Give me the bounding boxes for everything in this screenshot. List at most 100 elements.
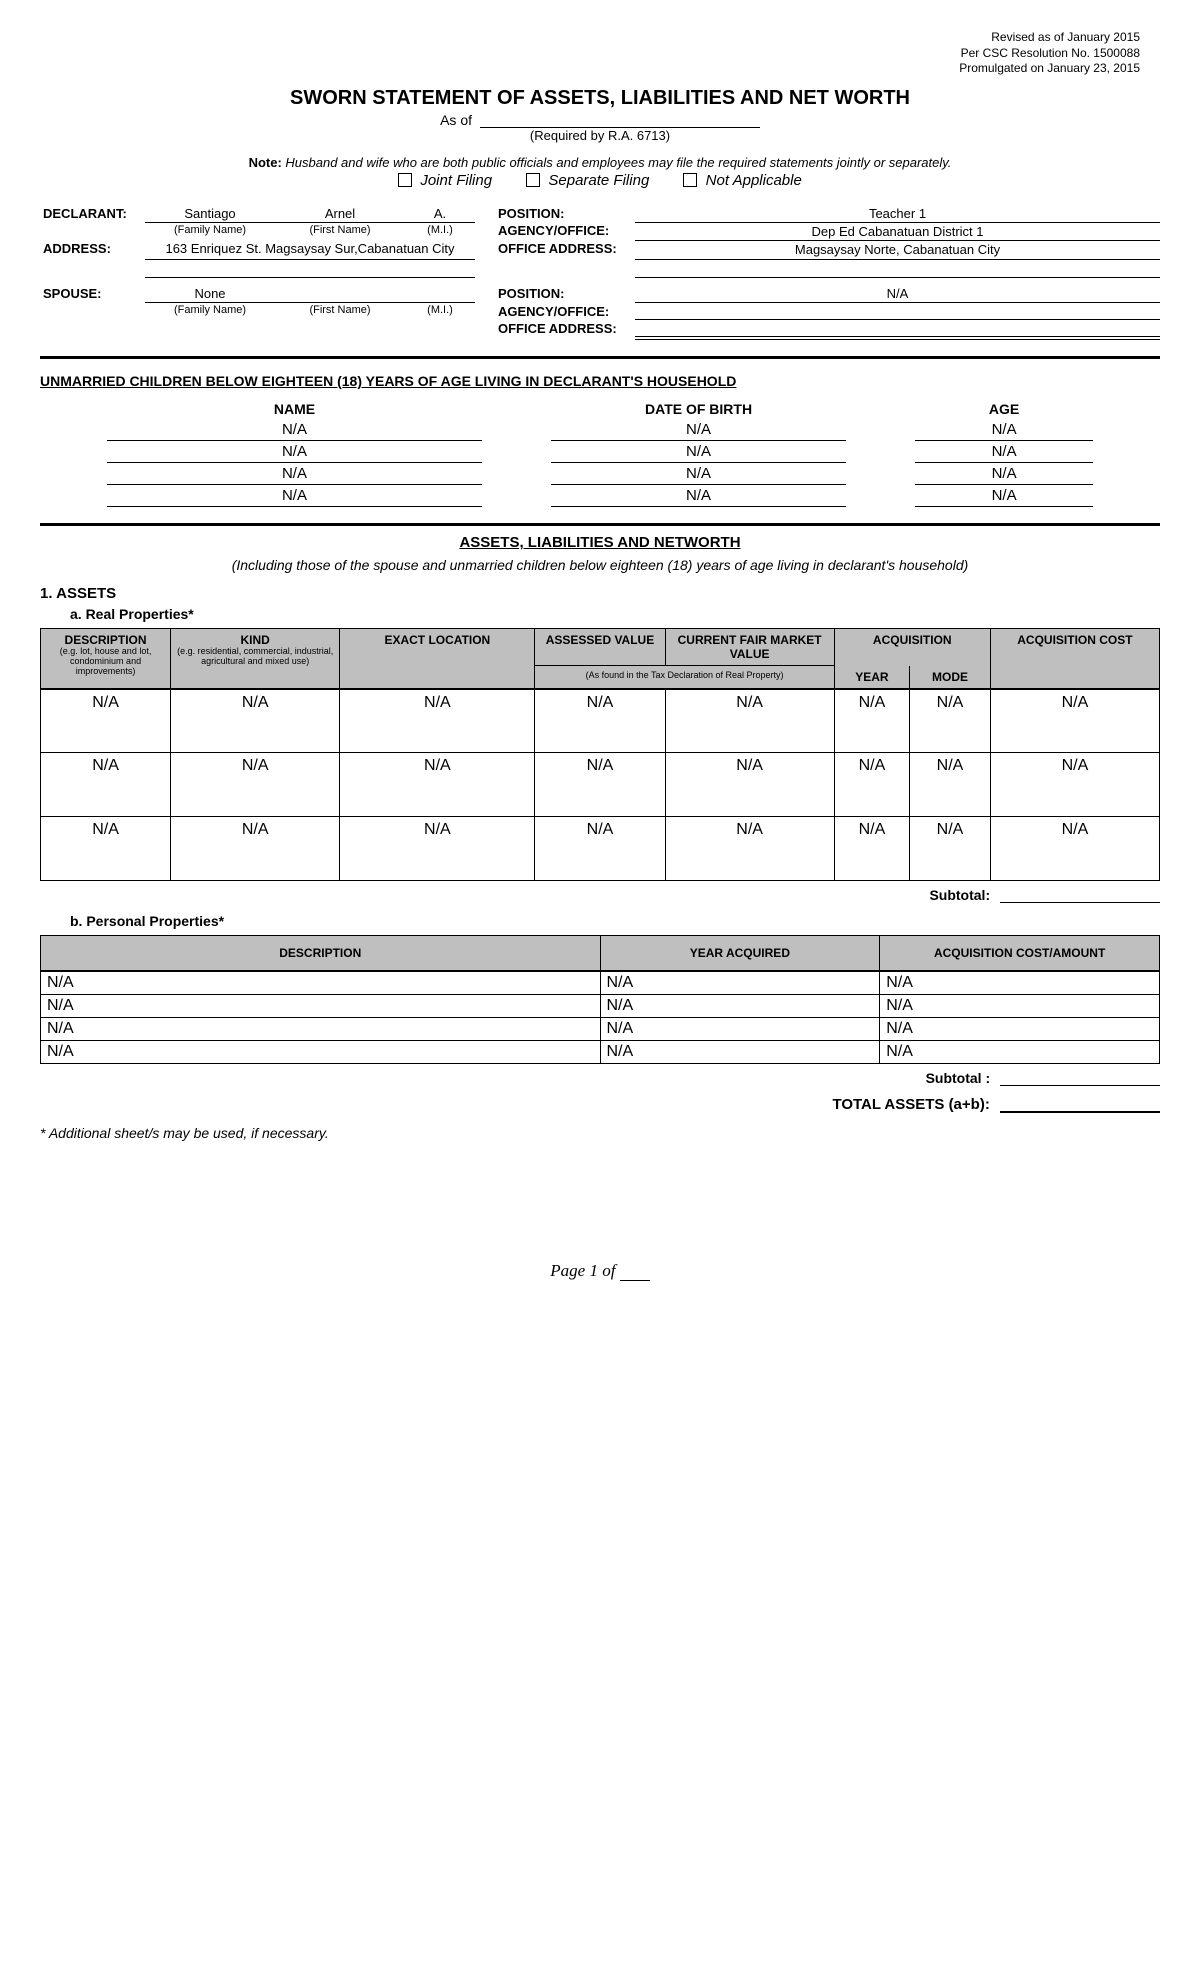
p-desc-header: DESCRIPTION	[41, 936, 601, 972]
child-name: N/A	[107, 441, 482, 463]
first-sublabel2: (First Name)	[275, 303, 405, 320]
office-blank[interactable]	[635, 259, 1160, 277]
child-age: N/A	[915, 463, 1092, 485]
spouse-office-blank[interactable]	[635, 337, 1160, 340]
page-blank[interactable]	[620, 1267, 650, 1281]
tax-note: (As found in the Tax Declaration of Real…	[535, 666, 834, 689]
assessed-header: ASSESSED VALUE	[535, 629, 665, 666]
children-table: NAME DATE OF BIRTH AGE N/AN/AN/A N/AN/AN…	[107, 399, 1093, 507]
mi-sublabel2: (M.I.)	[405, 303, 475, 320]
table-cell: N/A	[665, 753, 834, 817]
table-cell: N/A	[340, 689, 535, 753]
required-text: (Required by R.A. 6713)	[40, 128, 1160, 143]
table-cell: N/A	[535, 753, 665, 817]
spouse-office-label: OFFICE ADDRESS:	[495, 320, 635, 337]
na-checkbox[interactable]	[683, 173, 697, 187]
child-name: N/A	[107, 463, 482, 485]
spouse-first	[275, 285, 405, 303]
aln-heading: ASSETS, LIABILITIES AND NETWORTH	[40, 534, 1160, 551]
table-cell: N/A	[41, 995, 601, 1018]
real-heading: a. Real Properties*	[70, 606, 1160, 622]
table-cell: N/A	[834, 689, 909, 753]
spouse-agency	[635, 303, 1160, 320]
p-cost-header: ACQUISITION COST/AMOUNT	[880, 936, 1160, 972]
header-block: Revised as of January 2015 Per CSC Resol…	[40, 30, 1140, 77]
asof-label: As of	[440, 112, 472, 128]
declarant-mi: A.	[405, 205, 475, 223]
table-cell: N/A	[171, 753, 340, 817]
table-cell: N/A	[880, 1041, 1160, 1064]
total-label: TOTAL ASSETS (a+b):	[832, 1096, 989, 1113]
loc-header: EXACT LOCATION	[340, 629, 535, 689]
table-cell: N/A	[600, 995, 880, 1018]
table-cell: N/A	[535, 689, 665, 753]
table-cell: N/A	[600, 1041, 880, 1064]
table-cell: N/A	[600, 971, 880, 995]
declarant-first: Arnel	[275, 205, 405, 223]
age-header: AGE	[915, 399, 1092, 419]
page-title: SWORN STATEMENT OF ASSETS, LIABILITIES A…	[40, 87, 1160, 110]
revised-text: Revised as of January 2015	[40, 30, 1140, 46]
table-cell: N/A	[600, 1018, 880, 1041]
note-text: Husband and wife who are both public off…	[285, 155, 951, 170]
table-cell: N/A	[171, 689, 340, 753]
divider	[40, 356, 1160, 359]
filing-row: Joint Filing Separate Filing Not Applica…	[40, 172, 1160, 189]
info-table: DECLARANT: Santiago Arnel A. POSITION: T…	[40, 205, 1160, 341]
child-dob: N/A	[551, 441, 847, 463]
child-dob: N/A	[551, 419, 847, 441]
subtotal-row: Subtotal:	[40, 887, 1160, 903]
table-cell: N/A	[41, 753, 171, 817]
resolution-text: Per CSC Resolution No. 1500088	[40, 46, 1140, 62]
total-blank[interactable]	[1000, 1097, 1160, 1113]
divider	[40, 523, 1160, 526]
dob-header: DATE OF BIRTH	[551, 399, 847, 419]
table-cell: N/A	[990, 753, 1159, 817]
declarant-office-addr: Magsaysay Norte, Cabanatuan City	[635, 240, 1160, 259]
spouse-label: SPOUSE:	[40, 285, 145, 303]
office-addr-label: OFFICE ADDRESS:	[495, 240, 635, 257]
table-cell: N/A	[880, 1018, 1160, 1041]
table-cell: N/A	[910, 817, 991, 881]
table-cell: N/A	[880, 971, 1160, 995]
table-cell: N/A	[880, 995, 1160, 1018]
na-label: Not Applicable	[706, 172, 802, 189]
first-sublabel: (First Name)	[275, 222, 405, 240]
subtotal-blank-2[interactable]	[1000, 1070, 1160, 1086]
subtotal-blank[interactable]	[1000, 887, 1160, 903]
family-sublabel: (Family Name)	[145, 222, 275, 240]
asof-blank[interactable]	[480, 113, 760, 128]
child-age: N/A	[915, 441, 1092, 463]
address-blank[interactable]	[145, 259, 475, 277]
page-label: Page 1 of	[550, 1261, 615, 1280]
mode-header: MODE	[910, 666, 991, 689]
agency-label: AGENCY/OFFICE:	[495, 222, 635, 240]
children-heading: UNMARRIED CHILDREN BELOW EIGHTEEN (18) Y…	[40, 373, 1160, 389]
fair-header: CURRENT FAIR MARKET VALUE	[665, 629, 834, 666]
footnote: * Additional sheet/s may be used, if nec…	[40, 1125, 1160, 1141]
acq-header: ACQUISITION	[834, 629, 990, 666]
declarant-position: Teacher 1	[635, 205, 1160, 223]
aln-sub: (Including those of the spouse and unmar…	[40, 557, 1160, 573]
table-cell: N/A	[990, 817, 1159, 881]
declarant-address: 163 Enriquez St. Magsaysay Sur,Cabanatua…	[145, 240, 475, 259]
name-header: NAME	[107, 399, 482, 419]
kind-header: KIND(e.g. residential, commercial, indus…	[171, 629, 340, 689]
spouse-mi	[405, 285, 475, 303]
family-sublabel2: (Family Name)	[145, 303, 275, 320]
table-cell: N/A	[665, 689, 834, 753]
table-cell: N/A	[910, 753, 991, 817]
table-cell: N/A	[990, 689, 1159, 753]
child-name: N/A	[107, 485, 482, 507]
asof-row: As of	[40, 112, 1160, 128]
subtotal-label: Subtotal:	[929, 887, 990, 903]
child-age: N/A	[915, 485, 1092, 507]
personal-properties-table: DESCRIPTION YEAR ACQUIRED ACQUISITION CO…	[40, 935, 1160, 1064]
table-cell: N/A	[340, 753, 535, 817]
p-year-header: YEAR ACQUIRED	[600, 936, 880, 972]
joint-checkbox[interactable]	[398, 173, 412, 187]
subtotal-label-2: Subtotal :	[926, 1070, 991, 1086]
spouse-agency-label: AGENCY/OFFICE:	[495, 303, 635, 320]
separate-checkbox[interactable]	[526, 173, 540, 187]
table-cell: N/A	[41, 817, 171, 881]
